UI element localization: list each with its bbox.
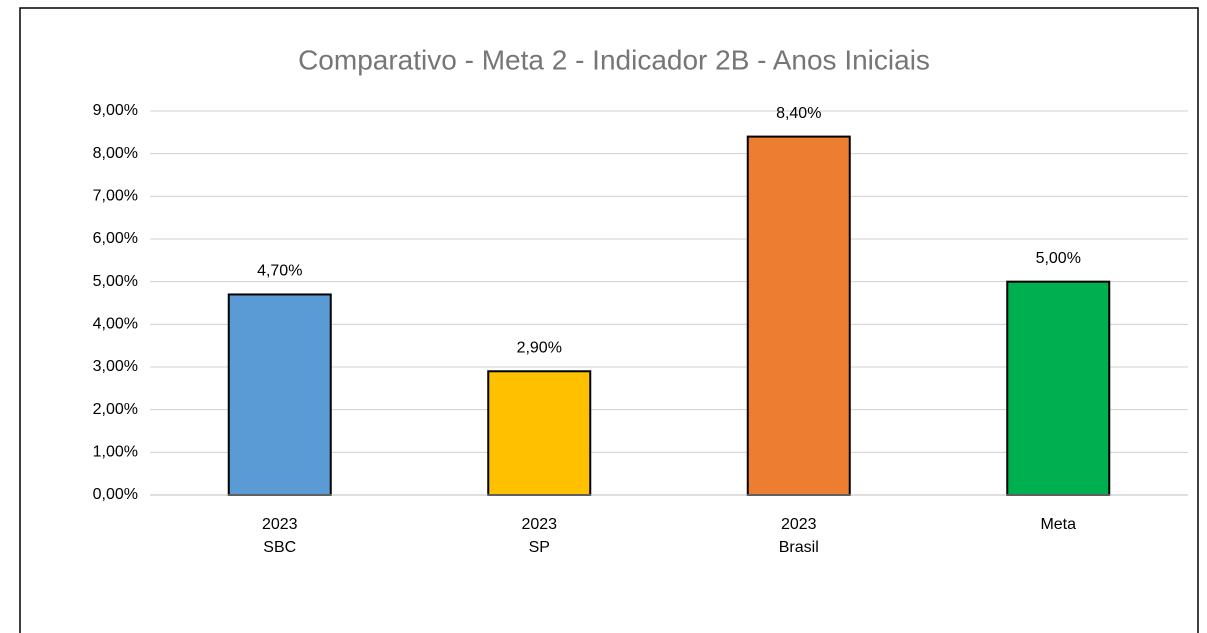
data-label: 2,90% xyxy=(517,339,562,356)
y-tick-label: 1,00% xyxy=(93,444,138,461)
x-tick-label: Brasil xyxy=(779,539,819,556)
x-tick-label: SP xyxy=(529,539,550,556)
y-tick-label: 2,00% xyxy=(93,401,138,418)
chart-title: Comparativo - Meta 2 - Indicador 2B - An… xyxy=(298,44,930,75)
y-tick-label: 8,00% xyxy=(93,145,138,162)
data-label: 5,00% xyxy=(1036,250,1081,267)
bar xyxy=(746,135,851,496)
y-tick-label: 5,00% xyxy=(93,273,138,290)
x-tick-label: 2023 xyxy=(262,516,298,533)
y-tick-label: 9,00% xyxy=(93,102,138,119)
y-tick-label: 4,00% xyxy=(93,316,138,333)
bar xyxy=(1006,280,1111,496)
x-tick-label: 2023 xyxy=(521,516,557,533)
y-tick-label: 6,00% xyxy=(93,230,138,247)
x-tick-label: Meta xyxy=(1040,516,1076,533)
y-tick-label: 3,00% xyxy=(93,358,138,375)
chart-border xyxy=(19,7,1199,633)
bar xyxy=(227,293,332,497)
x-tick-label: 2023 xyxy=(781,516,817,533)
bar xyxy=(487,370,592,496)
data-label: 8,40% xyxy=(776,105,821,122)
x-tick-label: SBC xyxy=(263,539,296,556)
y-tick-label: 7,00% xyxy=(93,188,138,205)
y-tick-label: 0,00% xyxy=(93,486,138,503)
data-label: 4,70% xyxy=(257,263,302,280)
